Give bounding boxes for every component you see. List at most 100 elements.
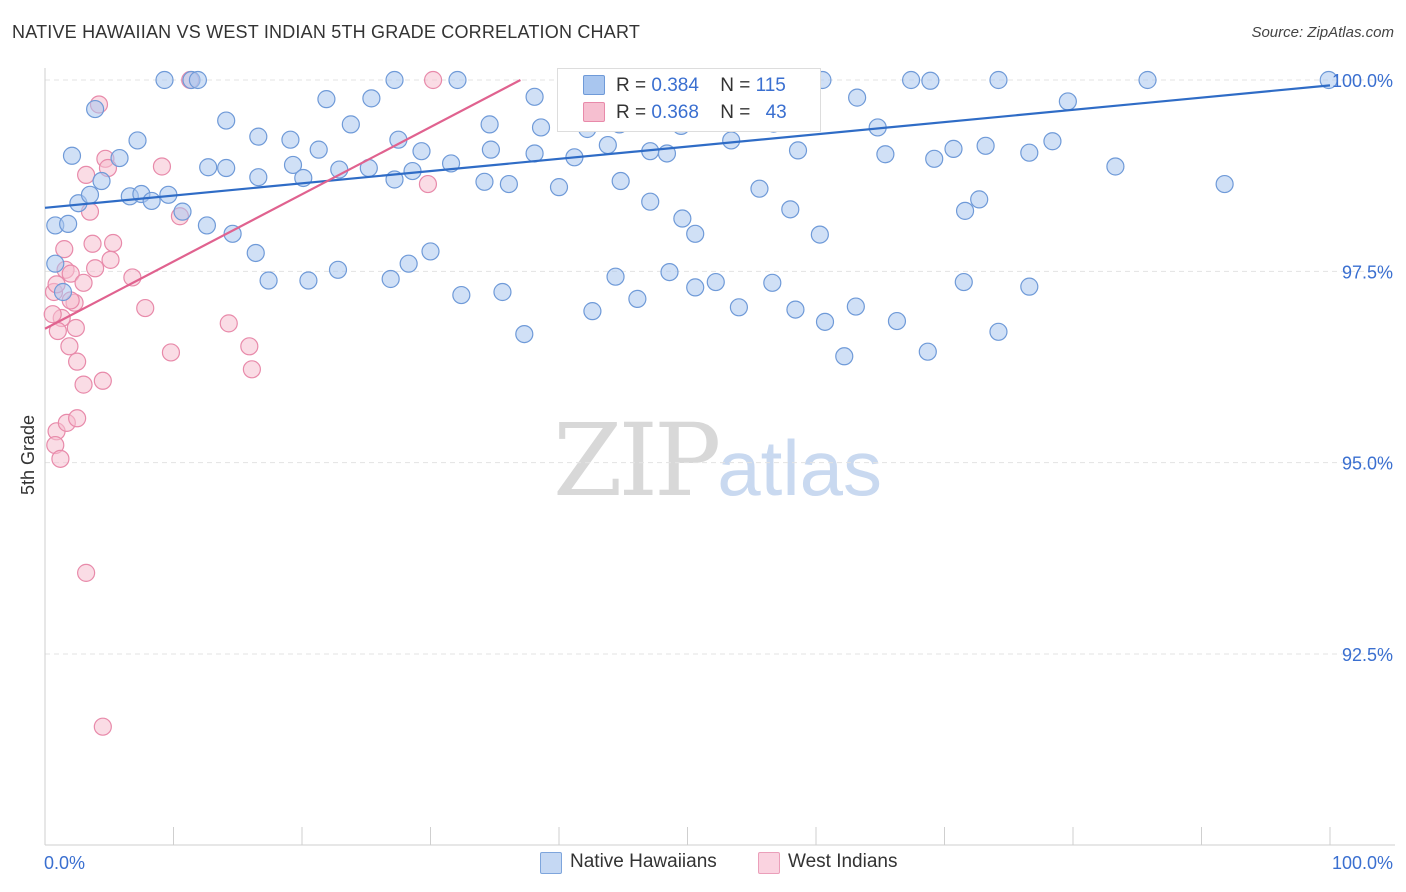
point-native-hawaiians [475,172,494,191]
point-native-hawaiians [53,282,73,302]
point-native-hawaiians [62,146,82,165]
y-tick-label: 100.0% [1332,71,1393,91]
x-tick-label: 0.0% [44,853,85,873]
chart-title: NATIVE HAWAIIAN VS WEST INDIAN 5TH GRADE… [12,22,641,42]
point-native-hawaiians [921,71,940,90]
point-west-indians [43,305,62,324]
point-native-hawaiians [399,254,418,273]
tick-marks [44,827,1331,845]
point-native-hawaiians [452,285,471,305]
legend-r-value: 0.384 [651,75,699,96]
point-native-hawaiians [918,342,937,361]
point-west-indians [77,165,96,185]
point-native-hawaiians [448,70,467,90]
legend-r-label: R = [616,102,652,123]
point-west-indians [77,563,96,582]
point-native-hawaiians [781,200,800,219]
watermark-atlas: atlas [717,424,883,512]
trend-line-native-hawaiians [44,84,1331,209]
bottom-legend-native-hawaiians[interactable]: Native Hawaiians [540,851,717,874]
point-native-hawaiians [1043,132,1062,151]
point-native-hawaiians [786,300,805,319]
point-native-hawaiians [155,70,174,90]
point-native-hawaiians [1020,143,1039,162]
legend-box: R = 0.384 N = 115 R = 0.368 N = 43 [557,68,821,132]
point-native-hawaiians [673,209,692,228]
bottom-legend-west-indians[interactable]: West Indians [758,851,898,874]
legend-n-value: 115 [755,75,786,96]
point-native-hawaiians [606,267,625,286]
point-native-hawaiians [525,87,544,106]
point-native-hawaiians [299,271,318,290]
point-west-indians [74,375,93,394]
point-native-hawaiians [1215,174,1234,194]
legend-n-value: 43 [765,102,787,123]
legend-n-label: N = [720,102,756,123]
point-native-hawaiians [217,158,236,178]
point-native-hawaiians [729,298,749,317]
point-native-hawaiians [499,174,518,194]
point-native-hawaiians [173,202,192,221]
point-west-indians [86,259,105,278]
point-native-hawaiians [788,141,808,160]
point-native-hawaiians [128,131,147,150]
point-native-hawaiians [385,70,404,90]
point-west-indians [152,157,172,176]
point-native-hawaiians [142,191,161,211]
point-native-hawaiians [549,178,569,197]
point-native-hawaiians [970,190,989,209]
point-native-hawaiians [249,127,268,146]
point-native-hawaiians [1058,92,1077,111]
point-native-hawaiians [989,70,1008,90]
point-native-hawaiians [1138,70,1157,90]
point-native-hawaiians [328,260,348,279]
point-west-indians [93,371,112,390]
point-native-hawaiians [86,99,105,119]
point-west-indians [51,449,70,468]
x-tick-label: 100.0% [1332,853,1393,873]
trend-line-west-indians [44,79,521,330]
point-native-hawaiians [835,347,854,366]
point-native-hawaiians [92,171,111,191]
point-native-hawaiians [722,131,741,150]
point-native-hawaiians [362,89,381,108]
point-native-hawaiians [381,269,400,289]
y-tick-label: 92.5% [1342,645,1393,665]
source-credit: Source: ZipAtlas.com [1251,24,1394,41]
point-native-hawaiians [531,118,551,137]
point-native-hawaiians [188,70,208,90]
point-native-hawaiians [493,282,512,302]
point-native-hawaiians [317,90,336,109]
point-native-hawaiians [641,192,660,211]
point-native-hawaiians [848,88,867,107]
bottom-legend-label: West Indians [788,851,898,872]
point-west-indians [101,250,120,269]
point-native-hawaiians [110,148,129,168]
series-west-indians [43,70,443,736]
point-native-hawaiians [525,144,544,163]
point-west-indians [423,70,443,90]
point-native-hawaiians [686,224,705,243]
bottom-legend-swatch-native-hawaiians [540,852,562,874]
point-native-hawaiians [481,140,500,159]
bottom-legend-label: Native Hawaiians [570,851,717,872]
point-west-indians [136,298,155,318]
point-native-hawaiians [403,161,422,181]
point-native-hawaiians [46,254,65,273]
legend-swatch-native-hawaiians [583,75,605,95]
y-tick-label: 97.5% [1342,262,1393,282]
point-native-hawaiians [750,179,769,198]
point-native-hawaiians [59,214,78,233]
point-west-indians [240,337,259,356]
point-native-hawaiians [197,216,217,235]
point-native-hawaiians [281,130,300,149]
watermark-zip: ZIP [553,402,721,519]
point-west-indians [104,233,123,253]
point-west-indians [219,314,238,333]
point-native-hawaiians [628,289,647,308]
point-west-indians [93,717,112,736]
point-native-hawaiians [1106,157,1125,176]
point-west-indians [418,174,438,194]
axis-labels: 92.5% 95.0% 97.5% 100.0% 0.0% 100.0% 5th Grade [18,71,1393,873]
